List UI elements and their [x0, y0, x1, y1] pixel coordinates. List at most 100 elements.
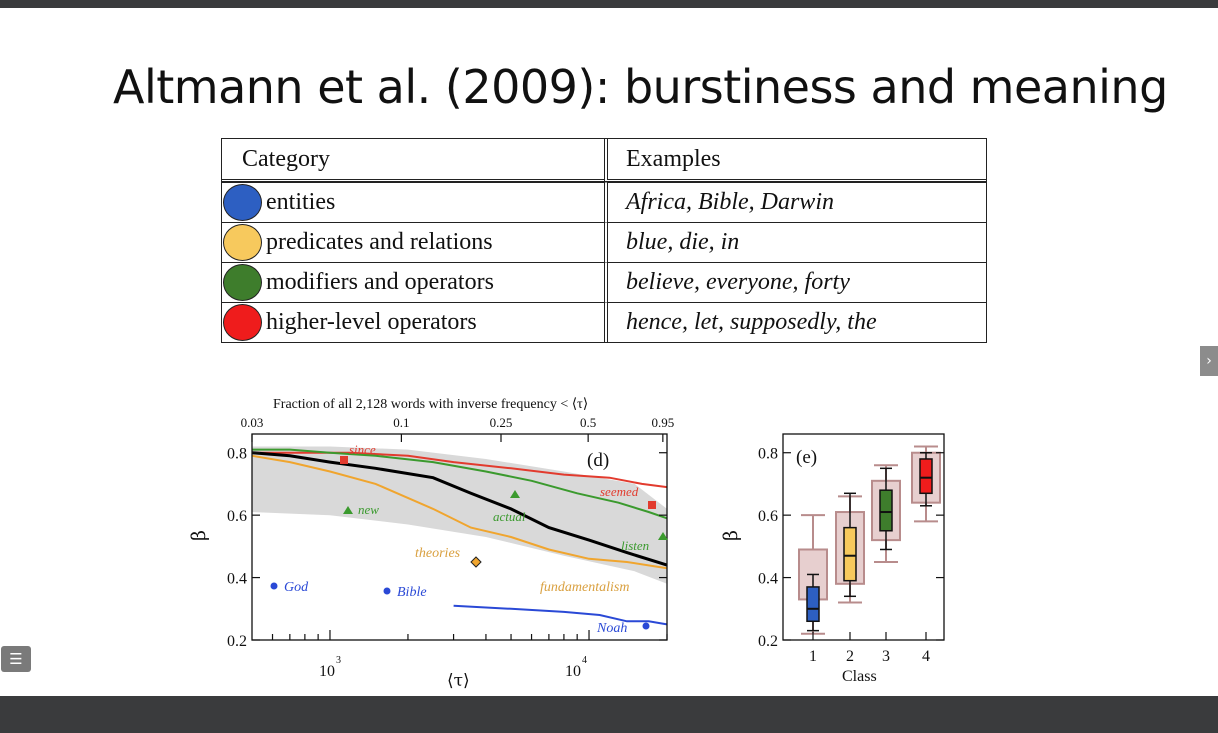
x-tick-labels: 10 3 10 4 [319, 655, 587, 680]
box [919, 458, 933, 495]
panel-label: (d) [587, 450, 609, 471]
marker-diamond [470, 556, 482, 568]
x-tick-label: 4 [922, 648, 930, 665]
table-row: predicates and relations blue, die, in [222, 222, 986, 262]
examples-cell: believe, everyone, forty [604, 262, 986, 302]
box-plots [798, 445, 941, 635]
marker-dot [270, 582, 278, 590]
x-axis-label: Class [842, 668, 877, 685]
axis-ticks [251, 434, 668, 641]
y-tick-label: 0.4 [758, 571, 778, 588]
x-tick-exponent: 4 [582, 655, 587, 666]
confidence-band [252, 446, 667, 584]
figure: Fraction of all 2,128 words with inverse… [188, 397, 945, 689]
category-label: higher-level operators [266, 309, 477, 335]
y-tick-labels: 0.2 0.4 0.6 0.8 [758, 446, 778, 650]
next-slide-button[interactable]: › [1200, 346, 1218, 376]
box [879, 489, 893, 532]
y-tick-label: 0.2 [758, 633, 778, 650]
slide-title: Altmann et al. (2009): burstiness and me… [113, 60, 1168, 114]
outline-button[interactable]: ☰ [1, 646, 31, 672]
color-dot-icon [223, 184, 262, 221]
series-line [453, 604, 668, 626]
table-row: modifiers and operators believe, everyon… [222, 262, 986, 302]
annotation-new: new [358, 502, 379, 517]
series-line [251, 451, 668, 567]
header-category: Category [222, 139, 604, 182]
category-label: entities [266, 189, 336, 215]
series-lines [251, 448, 668, 626]
category-label: predicates and relations [266, 229, 493, 255]
list-icon: ☰ [9, 650, 23, 668]
marker-triangle [510, 490, 520, 498]
y-axis-label: β [188, 530, 210, 541]
box [843, 526, 857, 582]
marker-square [340, 456, 348, 464]
annotation-theories: theories [415, 546, 461, 561]
annotation-actual: actual [493, 509, 526, 524]
annotation-god: God [284, 580, 309, 595]
x-tick-label: 10 [565, 663, 581, 680]
y-tick-labels: 0.2 0.4 0.6 0.8 [227, 446, 247, 650]
x-axis-label: ⟨τ⟩ [447, 671, 470, 689]
category-cell: predicates and relations [222, 222, 604, 262]
panel-d: Fraction of all 2,128 words with inverse… [188, 397, 674, 689]
table-header-row: Category Examples [222, 139, 986, 182]
x-tick-labels: 1 2 3 4 [809, 648, 930, 665]
y-tick-label: 0.8 [227, 446, 247, 463]
top-tick-label: 0.5 [580, 415, 596, 430]
box [806, 586, 820, 623]
category-cell: modifiers and operators [222, 262, 604, 302]
category-cell: entities [222, 182, 604, 222]
color-dot-icon [223, 264, 262, 301]
panel-label: (e) [796, 447, 817, 468]
marker-dot [383, 587, 391, 595]
y-tick-label: 0.8 [758, 446, 778, 463]
examples-cell: hence, let, supposedly, the [604, 302, 986, 342]
category-table: Category Examples entities Africa, Bible… [221, 138, 987, 343]
category-label: modifiers and operators [266, 269, 494, 295]
x-tick-exponent: 3 [336, 655, 341, 666]
marker-triangle [658, 532, 668, 540]
examples-cell: blue, die, in [604, 222, 986, 262]
top-tick-labels: 0.03 0.1 0.25 0.5 0.95 [241, 415, 675, 430]
panel-e: 0.2 0.4 0.6 0.8 1 2 3 4 Class β (e) [720, 433, 945, 685]
series-line [252, 451, 668, 489]
plot-frame [782, 433, 945, 641]
marker-dot [642, 622, 650, 630]
y-tick-label: 0.4 [227, 571, 247, 588]
top-tick-label: 0.03 [241, 415, 264, 430]
examples-cell: Africa, Bible, Darwin [604, 182, 986, 222]
top-tick-label: 0.25 [490, 415, 513, 430]
y-tick-label: 0.6 [758, 508, 778, 525]
header-examples: Examples [604, 139, 986, 182]
annotation-noah: Noah [596, 621, 627, 636]
x-tick-label: 10 [319, 663, 335, 680]
category-cell: higher-level operators [222, 302, 604, 342]
viewer-bottom-bar [0, 696, 1218, 733]
viewer-top-bar [0, 0, 1218, 8]
annotation-seemed: seemed [600, 484, 639, 499]
annotation-bible: Bible [397, 585, 427, 600]
table-row: higher-level operators hence, let, suppo… [222, 302, 986, 342]
color-dot-icon [223, 304, 262, 341]
x-tick-label: 1 [809, 648, 817, 665]
top-axis-title: Fraction of all 2,128 words with inverse… [273, 397, 588, 412]
annotation-listen: listen [621, 538, 649, 553]
annotation-fundamentalism: fundamentalism [540, 580, 629, 595]
y-tick-label: 0.6 [227, 508, 247, 525]
top-tick-label: 0.1 [393, 415, 409, 430]
series-line [251, 454, 668, 570]
chevron-right-icon: › [1206, 353, 1212, 369]
color-dot-icon [223, 224, 262, 261]
plot-frame [251, 433, 668, 641]
annotation-since: since [349, 442, 376, 457]
table-row: entities Africa, Bible, Darwin [222, 182, 986, 222]
marker-triangle [343, 506, 353, 514]
x-tick-label: 3 [882, 648, 890, 665]
series-line [252, 448, 668, 520]
y-axis-label: β [720, 530, 742, 541]
marker-square [648, 501, 656, 509]
y-tick-label: 0.2 [227, 633, 247, 650]
x-tick-label: 2 [846, 648, 854, 665]
